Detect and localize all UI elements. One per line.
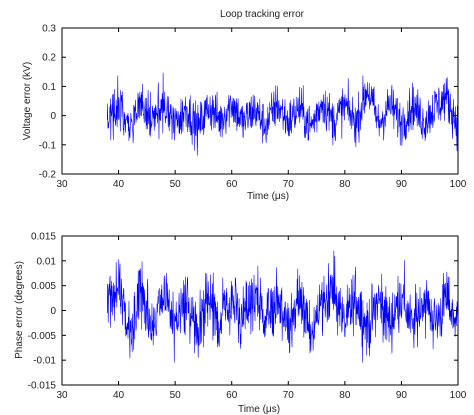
voltage-ytick-label: -0.2: [39, 170, 57, 181]
voltage-xtick-label: 60: [226, 179, 238, 190]
phase-ytick-label: 0.015: [31, 232, 56, 243]
phase-ytick-label: -0.005: [28, 331, 57, 342]
voltage-xtick-label: 90: [396, 179, 408, 190]
figure-title: Loop tracking error: [220, 9, 305, 20]
phase-xtick-label: 100: [450, 390, 467, 401]
phase-panel-ylabel: Phase error (degrees): [14, 261, 25, 359]
phase-ytick-label: 0: [50, 306, 56, 317]
voltage-error-trace: [106, 72, 459, 156]
phase-ytick-label: -0.01: [33, 356, 56, 367]
voltage-ytick-label: 0.3: [42, 24, 56, 35]
phase-xtick-label: 50: [170, 390, 182, 401]
phase-ytick-label: 0.01: [37, 256, 57, 267]
phase-error-panel: Time (μs) Phase error (degrees) 30 40 50 60…: [14, 232, 467, 415]
phase-panel-xlabel: Time (μs): [238, 404, 280, 415]
voltage-ytick-label: -0.1: [39, 140, 57, 151]
voltage-error-panel: Time (μs) Voltage error (kV) 30 40 50 60 70 8…: [22, 24, 467, 203]
voltage-ytick-label: 0.2: [42, 53, 56, 64]
voltage-ytick-label: 0.1: [42, 82, 56, 93]
voltage-panel-ylabel: Voltage error (kV): [22, 62, 33, 140]
voltage-xtick-label: 30: [56, 179, 68, 190]
voltage-plot-frame: [61, 27, 459, 175]
voltage-xtick-label: 40: [113, 179, 125, 190]
phase-ytick-label: 0.005: [31, 281, 56, 292]
phase-xtick-label: 80: [339, 390, 351, 401]
phase-xtick-label: 30: [56, 390, 68, 401]
voltage-xtick-label: 50: [170, 179, 182, 190]
phase-xtick-label: 40: [113, 390, 125, 401]
phase-error-trace: [106, 250, 459, 363]
voltage-xtick-label: 100: [450, 179, 467, 190]
phase-xtick-label: 90: [396, 390, 408, 401]
voltage-panel-xlabel: Time (μs): [247, 191, 289, 202]
voltage-xtick-label: 80: [339, 179, 351, 190]
voltage-ytick-label: 0: [50, 111, 56, 122]
phase-xtick-label: 60: [226, 390, 238, 401]
voltage-xtick-label: 70: [283, 179, 295, 190]
phase-xtick-label: 70: [283, 390, 295, 401]
phase-ytick-label: -0.015: [28, 381, 57, 392]
